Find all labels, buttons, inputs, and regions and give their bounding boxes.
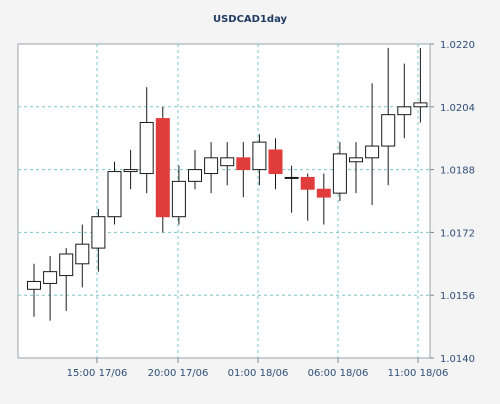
candle-body xyxy=(332,153,347,194)
y-tick-label: 1.0140 xyxy=(440,354,475,365)
candle-body xyxy=(397,106,412,116)
candle-bullish xyxy=(220,142,235,186)
candle-bullish xyxy=(413,47,428,123)
candle-bullish xyxy=(252,134,267,186)
x-tick-label: 20:00 17/06 xyxy=(148,368,209,379)
candle-bullish xyxy=(381,47,396,186)
candle-body xyxy=(236,157,251,171)
candle-bullish xyxy=(75,224,90,288)
chart-title: USDCAD1day xyxy=(213,14,288,25)
candle-body xyxy=(204,157,219,175)
candle-bullish xyxy=(107,161,122,225)
candle-body xyxy=(188,169,202,182)
x-tick-label: 01:00 18/06 xyxy=(228,368,289,379)
candle-bullish xyxy=(349,142,363,194)
candle-bullish xyxy=(59,248,74,311)
candle-bearish xyxy=(268,138,283,190)
y-tick-label: 1.0204 xyxy=(440,103,475,114)
candle-bullish xyxy=(43,255,58,321)
candle-bullish xyxy=(139,87,154,194)
x-tick-label: 06:00 18/06 xyxy=(308,368,369,379)
candle-body xyxy=(365,145,380,159)
candle-body xyxy=(220,157,235,167)
candle-bullish xyxy=(27,263,41,317)
candle-body xyxy=(27,280,41,290)
candle-body xyxy=(284,176,299,179)
candle-bullish xyxy=(123,149,138,190)
y-axis: 1.0220 1.0204 1.0188 1.0172 1.0156 1.0140 xyxy=(430,40,475,365)
candle-body xyxy=(155,118,170,218)
candle-bullish xyxy=(397,63,412,139)
y-tick-label: 1.0220 xyxy=(440,40,475,51)
candles xyxy=(27,47,428,321)
candle-bullish xyxy=(188,149,202,190)
candle-bearish xyxy=(300,173,315,221)
x-tick-label: 11:00 18/06 xyxy=(388,368,449,379)
candle-body xyxy=(171,180,186,218)
candle-bullish xyxy=(204,142,219,194)
plot-area xyxy=(17,43,431,359)
candle-bullish xyxy=(171,165,186,225)
candle-bearish xyxy=(236,142,251,198)
candle-body xyxy=(413,102,428,108)
candle-bullish xyxy=(332,142,347,201)
candle-body xyxy=(75,243,90,265)
candle-bearish xyxy=(316,173,331,225)
x-tick-label: 15:00 17/06 xyxy=(67,368,128,379)
candle-body xyxy=(59,253,74,277)
candle-body xyxy=(123,169,138,173)
candle-body xyxy=(252,141,267,171)
y-tick-label: 1.0188 xyxy=(440,166,475,177)
candle-body xyxy=(43,271,58,284)
candle-body xyxy=(107,171,122,218)
candle-body xyxy=(349,157,363,163)
candle-bullish xyxy=(284,165,299,213)
candle-body xyxy=(139,122,154,175)
candle-body xyxy=(300,176,315,190)
candle-bullish xyxy=(365,83,380,205)
candle-bearish xyxy=(155,106,170,233)
y-tick-label: 1.0172 xyxy=(440,228,475,239)
x-axis: 15:00 17/06 20:00 17/06 01:00 18/06 06:00 1… xyxy=(67,358,449,379)
candle-body xyxy=(381,114,396,147)
candle-body xyxy=(268,149,283,175)
y-tick-label: 1.0156 xyxy=(440,291,475,302)
candle-body xyxy=(316,188,331,198)
candle-bullish xyxy=(91,208,106,272)
candle-body xyxy=(91,216,106,249)
